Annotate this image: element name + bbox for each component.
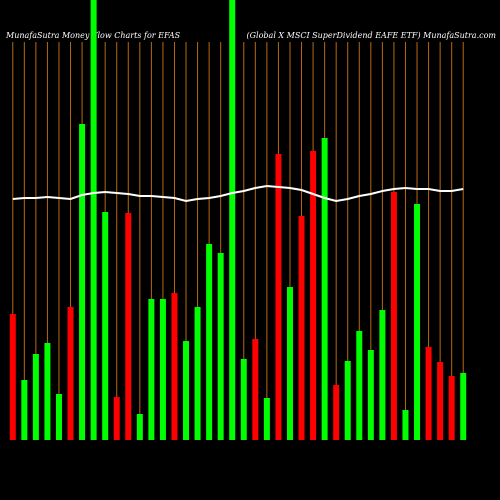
- bar: [32, 354, 39, 440]
- bar: [125, 213, 132, 440]
- bar: [79, 124, 86, 440]
- bar: [21, 380, 28, 440]
- bar: [159, 299, 166, 440]
- bar: [448, 376, 455, 440]
- bar: [263, 398, 270, 440]
- bar: [321, 138, 328, 440]
- bar: [402, 410, 409, 440]
- bar: [229, 0, 236, 440]
- bar: [9, 314, 16, 440]
- bar: [171, 293, 178, 440]
- bar: [286, 287, 293, 440]
- bar: [44, 343, 51, 440]
- bar: [437, 362, 444, 440]
- bar: [55, 394, 62, 440]
- bar: [206, 244, 213, 440]
- bar: [310, 151, 317, 440]
- bar: [102, 212, 109, 440]
- bar: [390, 192, 397, 440]
- bar: [333, 385, 340, 440]
- bar: [414, 204, 421, 440]
- bar: [344, 361, 351, 440]
- bar: [90, 0, 97, 440]
- bar: [240, 359, 247, 440]
- bar: [367, 350, 374, 440]
- chart-subtitle: (Global X MSCI SuperDividend EAFE ETF) M…: [247, 31, 497, 40]
- bar: [425, 347, 432, 440]
- bar: [460, 373, 467, 440]
- bar: [67, 307, 74, 440]
- bar: [298, 216, 305, 440]
- bar: [136, 414, 143, 440]
- bar: [379, 310, 386, 440]
- bar: [194, 307, 201, 440]
- flow-line: [12, 184, 464, 203]
- bar: [183, 341, 190, 440]
- bar: [252, 339, 259, 440]
- bar: [217, 253, 224, 440]
- bar: [113, 397, 120, 440]
- bar: [148, 299, 155, 440]
- bar: [356, 331, 363, 440]
- bar: [275, 154, 282, 440]
